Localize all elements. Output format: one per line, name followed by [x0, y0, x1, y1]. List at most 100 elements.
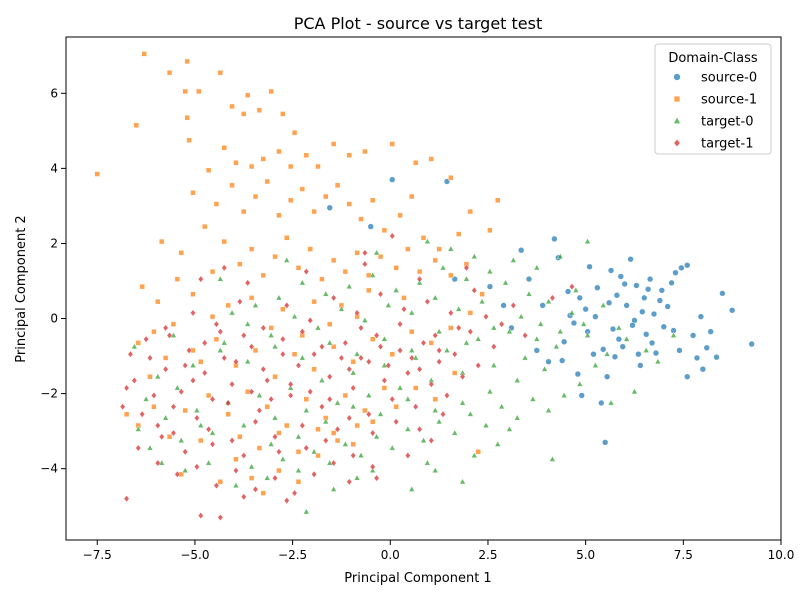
source-1-point [209, 268, 216, 275]
target-0-point [420, 436, 427, 443]
source-1-point [280, 306, 286, 312]
target-0-point [174, 384, 181, 391]
target-0-point [271, 414, 279, 421]
target-0-point [314, 324, 322, 331]
source-1-point [330, 257, 337, 264]
source-1-point [268, 325, 274, 331]
target-1-point [436, 346, 442, 354]
target-0-point [471, 451, 478, 458]
x-tick-label: 7.5 [674, 548, 693, 562]
source-1-point [323, 193, 329, 200]
target-1-point [342, 339, 349, 347]
target-1-point [416, 365, 423, 373]
source-0-point [602, 439, 609, 446]
source-1-point [162, 355, 169, 361]
source-1-point [448, 272, 454, 279]
source-1-point [409, 193, 415, 200]
target-1-point [158, 433, 165, 441]
x-tick-label: 0.0 [381, 548, 400, 562]
source-1-point [370, 336, 376, 342]
source-0-point [551, 235, 558, 243]
source-1-point [448, 175, 454, 181]
legend: Domain-Class source-0 source-1 target-0 tar… [654, 43, 772, 155]
series-target-0 [131, 237, 677, 515]
source-0-point [641, 294, 648, 301]
target-0-point [271, 343, 279, 350]
target-0-point [599, 301, 607, 308]
source-1-point [139, 283, 145, 290]
points-layer [94, 51, 755, 521]
target-1-point [248, 343, 255, 351]
target-1-point [260, 324, 267, 332]
source-1-point [299, 186, 306, 192]
target-0-point [326, 459, 333, 466]
source-1-point [311, 366, 317, 372]
source-1-point [198, 437, 204, 444]
target-0-point [463, 275, 470, 282]
target-1-point [162, 324, 169, 332]
target-0-point [373, 249, 380, 256]
source-1-point [303, 152, 309, 158]
legend-title: Domain-Class [668, 51, 758, 66]
source-0-point [367, 223, 374, 230]
target-0-point [502, 279, 509, 286]
target-0-point [310, 448, 318, 455]
target-1-point [377, 343, 384, 351]
source-1-point [487, 227, 493, 233]
x-tick-label: −5.0 [180, 548, 209, 562]
source-1-point [241, 111, 247, 117]
target-1-point [190, 309, 196, 317]
target-0-point [459, 478, 466, 485]
source-1-point [123, 411, 130, 417]
target-0-point [240, 421, 248, 428]
source-0-point [609, 325, 617, 333]
target-1-point [279, 350, 286, 358]
target-0-point [295, 433, 302, 440]
source-0-point [707, 328, 714, 335]
source-0-point [594, 284, 601, 291]
source-0-point [637, 362, 644, 369]
target-1-point [455, 324, 462, 332]
target-0-point [412, 354, 419, 361]
target-1-point [233, 358, 239, 366]
target-0-point [572, 286, 580, 293]
target-0-point [135, 425, 142, 432]
target-0-point [506, 328, 513, 335]
source-1-point [311, 208, 317, 215]
source-1-point [248, 295, 255, 301]
source-0-point [693, 354, 701, 362]
source-1-point [159, 238, 165, 245]
target-1-point [467, 328, 474, 336]
target-0-point [471, 252, 478, 259]
target-1-point [291, 489, 298, 497]
y-tick-label: −4 [40, 462, 58, 476]
target-0-point [654, 358, 662, 365]
target-1-point [194, 463, 200, 471]
source-0-point [611, 353, 619, 360]
source-1-point [370, 197, 376, 203]
target-0-point [349, 403, 357, 410]
source-1-point [354, 250, 360, 256]
source-1-point [381, 227, 388, 233]
y-tick-label: 2 [50, 236, 58, 250]
target-0-point [279, 455, 287, 462]
target-1-point [205, 425, 212, 433]
source-0-point [658, 287, 665, 294]
target-0-point [377, 410, 384, 417]
source-0-point [617, 273, 624, 280]
source-1-point [428, 340, 434, 346]
target-0-point [299, 354, 306, 361]
target-0-point [584, 331, 591, 338]
source-1-point [319, 276, 325, 282]
target-1-point [182, 361, 189, 369]
legend-entries: source-0 source-1 target-0 target-1 [673, 71, 757, 152]
target-1-point [463, 264, 470, 272]
y-axis: −4 −2 0 2 4 6 [40, 86, 66, 476]
source-1-point [291, 351, 298, 357]
source-1-point [166, 69, 173, 76]
source-1-point [213, 201, 220, 207]
target-1-point [287, 380, 294, 388]
source-1-point [276, 148, 282, 155]
legend-label-source-0: source-0 [701, 71, 757, 86]
source-0-point [545, 358, 552, 365]
